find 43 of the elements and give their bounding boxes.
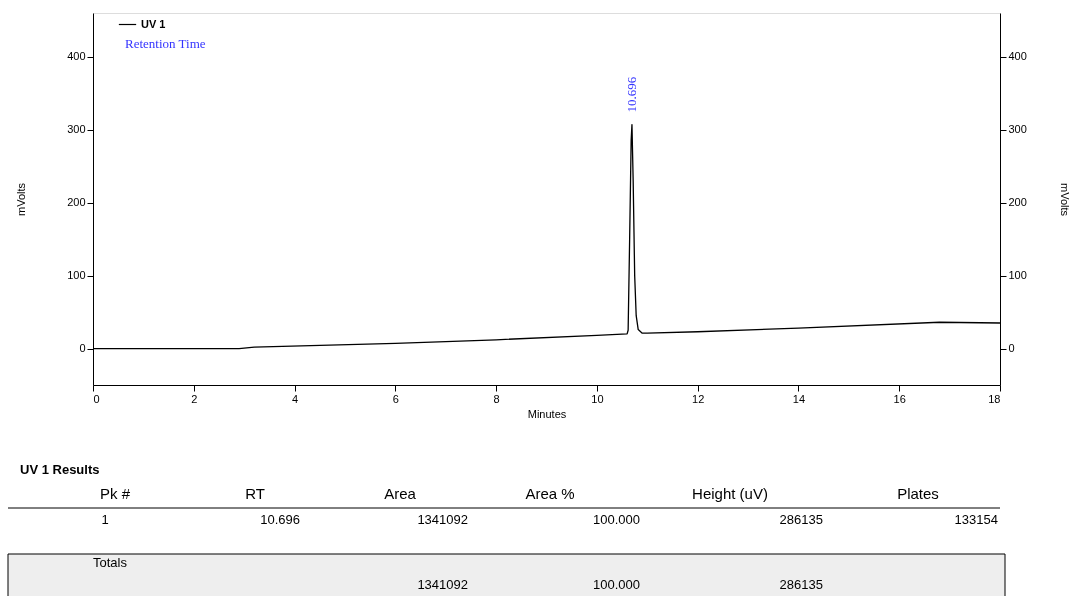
x-tick-label: 14 — [792, 392, 806, 405]
y-axis-title: mVolts — [15, 182, 28, 217]
y2-axis-title: mVolts — [1058, 182, 1071, 217]
y-tick-label: 200 — [67, 196, 86, 209]
x-tick-label: 0 — [93, 392, 100, 405]
x-axis-title: Minutes — [527, 407, 567, 420]
x-tick-label: 12 — [692, 392, 705, 405]
text: 100.000 — [593, 577, 640, 592]
x-tick-label: 18 — [988, 392, 1001, 405]
text: 1341092 — [417, 577, 468, 592]
text: 286135 — [779, 512, 823, 527]
x-tick-label: 4 — [291, 392, 299, 405]
text: 10.696 — [260, 512, 300, 527]
y2-tick-label: 100 — [1008, 269, 1027, 282]
x-tick-label: 16 — [893, 392, 906, 405]
text: 286135 — [779, 577, 823, 592]
text: 1341092 — [417, 512, 468, 527]
y2-tick-label: 200 — [1008, 196, 1027, 209]
y-tick-label: 400 — [67, 50, 86, 63]
text: Plates — [897, 485, 939, 502]
annotation: 10.696 — [623, 76, 639, 113]
x-tick-label: 2 — [191, 392, 198, 405]
x-tick-label: 6 — [392, 392, 399, 405]
text: UV 1 Results — [20, 462, 100, 477]
y2-tick-label: 0 — [1008, 342, 1015, 355]
y2-tick-label: 300 — [1008, 123, 1027, 136]
x-tick-label: 8 — [493, 392, 500, 405]
text: 133154 — [954, 512, 998, 527]
text: Totals — [93, 555, 128, 570]
text: 100.000 — [593, 512, 640, 527]
y-tick-label: 0 — [79, 342, 86, 355]
x-tick-label: 10 — [591, 392, 604, 405]
text: Height (uV) — [692, 485, 768, 502]
y-tick-label: 100 — [67, 269, 86, 282]
text: RT — [245, 485, 265, 502]
text: Pk # — [99, 485, 131, 502]
text: 1 — [101, 512, 109, 527]
y-tick-label: 300 — [67, 123, 86, 136]
text: Area — [384, 485, 417, 502]
y2-tick-label: 400 — [1008, 50, 1027, 63]
annotation: Retention Time — [125, 36, 206, 51]
text: Area % — [525, 485, 575, 502]
legend-label: UV 1 — [141, 17, 166, 30]
